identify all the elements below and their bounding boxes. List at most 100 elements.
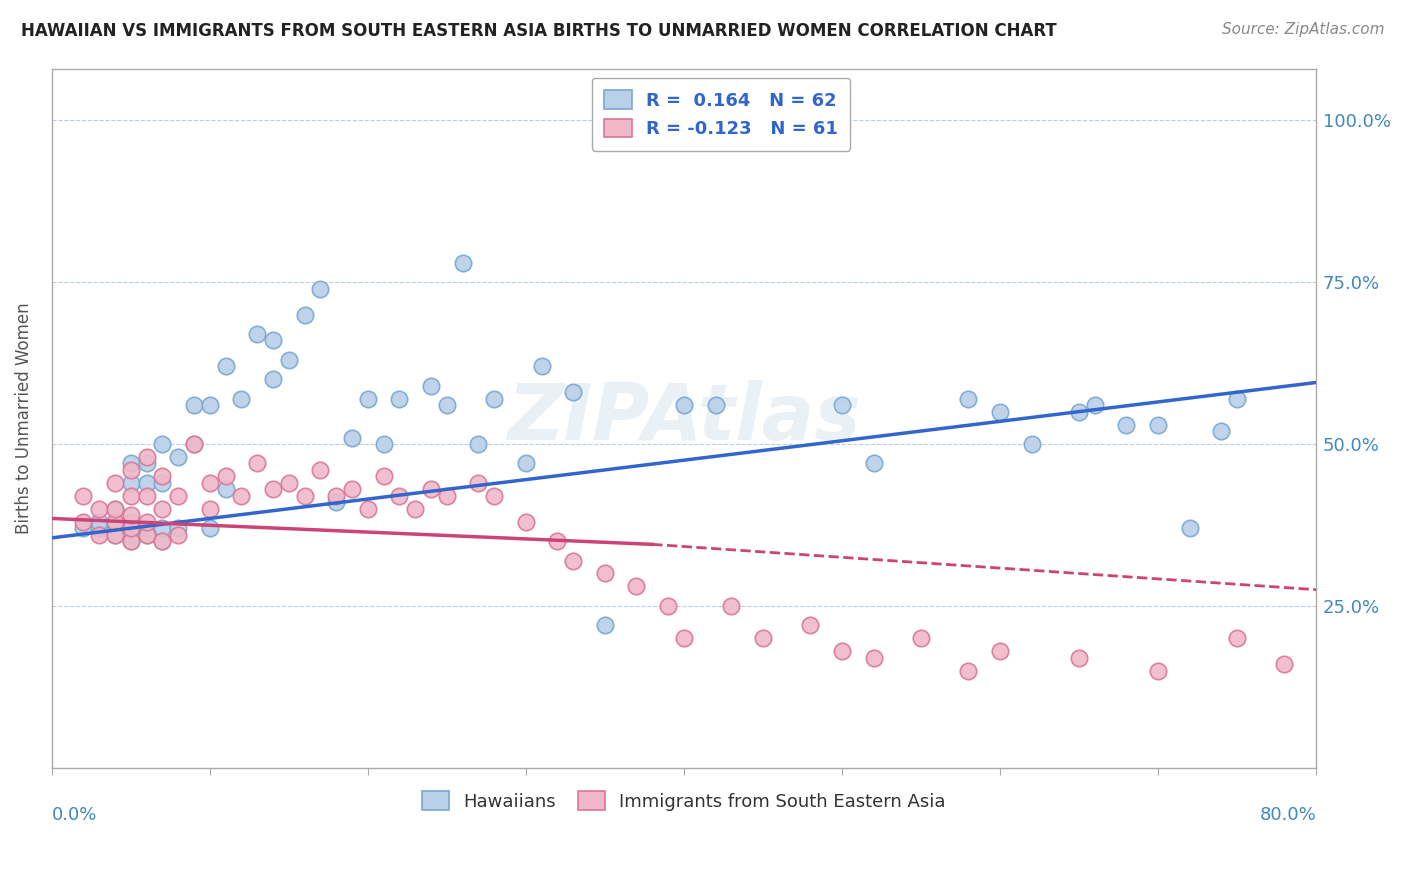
Point [799, 618, 821, 632]
Point [831, 644, 853, 658]
Point [150, 469, 173, 483]
Point [89, 527, 111, 541]
Point [325, 495, 347, 509]
Point [831, 398, 853, 412]
Point [388, 392, 411, 406]
Point [484, 489, 506, 503]
Point [214, 483, 236, 497]
Point [198, 521, 221, 535]
Point [120, 489, 142, 503]
Point [214, 359, 236, 374]
Point [246, 326, 269, 341]
Point [672, 398, 695, 412]
Point [104, 515, 127, 529]
Point [135, 475, 157, 490]
Point [467, 437, 489, 451]
Point [150, 534, 173, 549]
Point [167, 521, 190, 535]
Point [277, 352, 299, 367]
Point [593, 618, 616, 632]
Text: HAWAIIAN VS IMMIGRANTS FROM SOUTH EASTERN ASIA BIRTHS TO UNMARRIED WOMEN CORRELA: HAWAIIAN VS IMMIGRANTS FROM SOUTH EASTER… [21, 22, 1057, 40]
Point [530, 359, 553, 374]
Point [120, 463, 142, 477]
Point [104, 515, 127, 529]
Point [562, 553, 585, 567]
Point [72, 489, 94, 503]
Point [150, 501, 173, 516]
Point [357, 501, 380, 516]
Point [467, 475, 489, 490]
Point [104, 527, 127, 541]
Point [752, 631, 775, 645]
Text: 0.0%: 0.0% [52, 806, 97, 824]
Point [150, 534, 173, 549]
Point [120, 521, 142, 535]
Point [1226, 631, 1249, 645]
Point [104, 501, 127, 516]
Point [104, 475, 127, 490]
Point [104, 501, 127, 516]
Point [357, 392, 380, 406]
Point [515, 457, 537, 471]
Point [957, 664, 980, 678]
Point [294, 308, 316, 322]
Point [120, 515, 142, 529]
Point [150, 475, 173, 490]
Point [1147, 664, 1170, 678]
Point [183, 437, 205, 451]
Point [1274, 657, 1296, 672]
Point [404, 501, 426, 516]
Point [626, 579, 648, 593]
Point [420, 483, 443, 497]
Point [262, 372, 284, 386]
Point [957, 392, 980, 406]
Point [246, 457, 269, 471]
Point [198, 398, 221, 412]
Point [135, 489, 157, 503]
Point [593, 566, 616, 581]
Point [183, 437, 205, 451]
Point [1178, 521, 1201, 535]
Point [546, 534, 568, 549]
Point [672, 631, 695, 645]
Point [72, 515, 94, 529]
Point [120, 527, 142, 541]
Point [89, 515, 111, 529]
Point [198, 475, 221, 490]
Point [120, 534, 142, 549]
Point [231, 392, 253, 406]
Point [340, 483, 363, 497]
Point [89, 521, 111, 535]
Point [294, 489, 316, 503]
Point [262, 334, 284, 348]
Point [515, 515, 537, 529]
Point [1067, 650, 1090, 665]
Y-axis label: Births to Unmarried Women: Births to Unmarried Women [15, 302, 32, 534]
Point [1067, 404, 1090, 418]
Point [862, 457, 884, 471]
Point [1147, 417, 1170, 432]
Point [183, 398, 205, 412]
Point [657, 599, 679, 613]
Point [388, 489, 411, 503]
Point [72, 521, 94, 535]
Point [277, 475, 299, 490]
Point [910, 631, 932, 645]
Point [135, 457, 157, 471]
Point [135, 521, 157, 535]
Point [120, 534, 142, 549]
Point [120, 475, 142, 490]
Point [135, 527, 157, 541]
Point [988, 404, 1011, 418]
Point [135, 527, 157, 541]
Legend: Hawaiians, Immigrants from South Eastern Asia: Hawaiians, Immigrants from South Eastern… [411, 780, 956, 822]
Point [1021, 437, 1043, 451]
Point [135, 450, 157, 464]
Point [104, 527, 127, 541]
Point [340, 431, 363, 445]
Point [89, 501, 111, 516]
Point [862, 650, 884, 665]
Point [198, 501, 221, 516]
Point [704, 398, 727, 412]
Point [231, 489, 253, 503]
